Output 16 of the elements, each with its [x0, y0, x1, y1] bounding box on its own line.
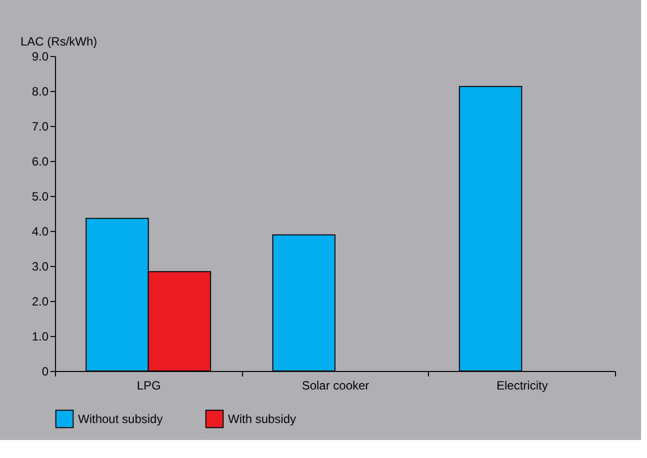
y-tick-label: 4.0 — [32, 224, 49, 238]
x-tick-label: Electricity — [496, 378, 548, 392]
x-tick-label: Solar cooker — [302, 378, 370, 392]
y-tick-label: 8.0 — [32, 84, 49, 98]
x-tick-label: LPG — [136, 378, 161, 392]
y-tick-label: 0 — [42, 364, 49, 378]
legend-label: With subsidy — [228, 412, 296, 426]
y-tick-label: 9.0 — [32, 50, 49, 64]
y-tick-label: 6.0 — [32, 154, 49, 168]
y-axis-title: LAC (Rs/kWh) — [20, 34, 98, 48]
y-tick-label: 3.0 — [32, 260, 49, 274]
y-tick-label: 1.0 — [32, 330, 49, 344]
y-tick-label: 2.0 — [32, 294, 49, 308]
legend-label: Without subsidy — [78, 412, 163, 426]
y-tick-label: 7.0 — [32, 120, 49, 134]
y-tick-label: 5.0 — [32, 190, 49, 204]
